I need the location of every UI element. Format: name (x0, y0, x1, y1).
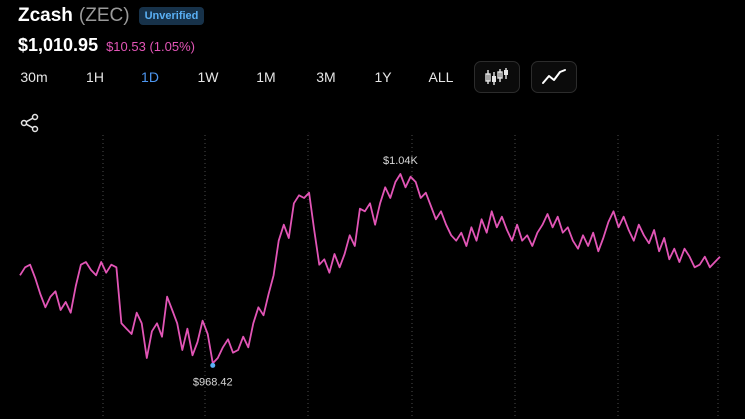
range-1y[interactable]: 1Y (374, 69, 392, 85)
price-row: $1,010.95 $10.53 (1.05%) (18, 35, 195, 56)
price-chart: $1.04K $968.42 (19, 135, 721, 419)
range-1h[interactable]: 1H (86, 69, 104, 85)
candlestick-icon (485, 68, 508, 85)
range-1w[interactable]: 1W (197, 69, 219, 85)
range-1m[interactable]: 1M (256, 69, 276, 85)
range-30m[interactable]: 30m (20, 69, 48, 85)
asset-header: Zcash (ZEC) Unverified (18, 5, 205, 27)
line-chart-button[interactable] (531, 61, 577, 93)
range-all[interactable]: ALL (428, 69, 454, 85)
asset-name: Zcash (18, 5, 73, 26)
range-1d[interactable]: 1D (141, 69, 159, 85)
candlestick-chart-button[interactable] (474, 61, 520, 93)
share-button[interactable] (19, 113, 41, 133)
line-chart-icon (542, 69, 566, 84)
range-toolbar: 30m 1H 1D 1W 1M 3M 1Y ALL (0, 60, 745, 94)
unverified-badge: Unverified (138, 7, 205, 25)
price-change: $10.53 (1.05%) (106, 39, 195, 54)
range-3m[interactable]: 3M (316, 69, 336, 85)
price-line (19, 173, 721, 365)
share-icon (20, 113, 39, 133)
low-marker (210, 362, 216, 368)
asset-ticker: (ZEC) (78, 5, 130, 26)
low-label: $968.42 (193, 376, 233, 388)
high-label: $1.04K (383, 155, 419, 167)
current-price: $1,010.95 (18, 35, 99, 55)
